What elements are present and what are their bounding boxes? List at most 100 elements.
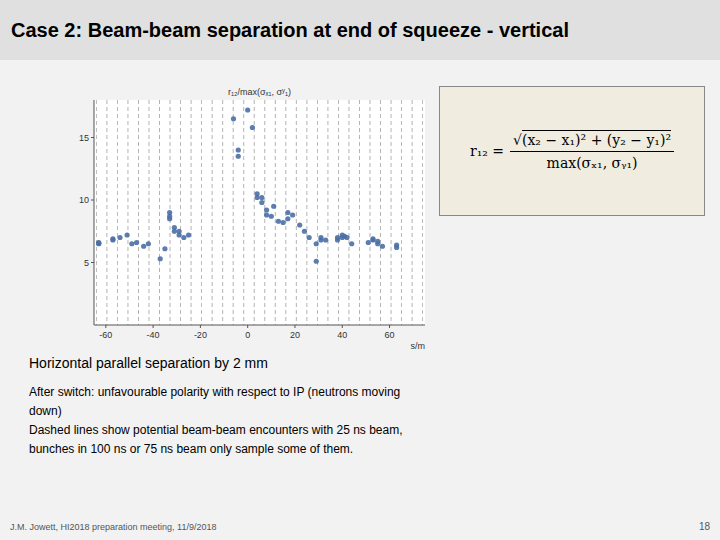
point (314, 241, 319, 246)
point (236, 154, 241, 159)
encounter-line (370, 100, 371, 325)
encounter-line (117, 100, 118, 325)
encounter-line (296, 100, 297, 325)
encounter-line (401, 100, 402, 325)
encounter-line (148, 100, 149, 325)
chart-svg: Case 2: Beam-beam separation at end of s… (0, 0, 720, 540)
point (297, 222, 302, 227)
point (231, 116, 236, 121)
point (285, 216, 290, 221)
encounter-line (222, 100, 223, 325)
point (259, 200, 264, 205)
annotation: After switch: unfavourable polarity with… (29, 385, 403, 456)
point (380, 244, 385, 249)
encounter-line (233, 100, 234, 325)
formula-fraction: √(x₂ − x₁)² + (y₂ − y₁)²max(σₓ₁, σᵧ₁) (510, 132, 674, 171)
x-tick-label: -40 (147, 330, 160, 340)
encounter-line (306, 100, 307, 325)
x-tick (294, 325, 295, 328)
x-axis-line (94, 325, 425, 326)
encounter-line (201, 100, 202, 325)
x-tick-label: 40 (337, 330, 347, 340)
title-bar (0, 0, 720, 60)
footer-right: 18 (699, 521, 711, 532)
x-tick-label: 20 (290, 330, 300, 340)
point (110, 236, 115, 241)
point (349, 241, 354, 246)
encounter-line (191, 100, 192, 325)
x-tick (153, 325, 154, 328)
y-tick (91, 137, 94, 138)
encounter-line (317, 100, 318, 325)
point (271, 204, 276, 209)
point (117, 235, 122, 240)
title: Case 2: Beam-beam separation at end of s… (11, 19, 569, 41)
point (172, 229, 177, 234)
point (370, 236, 375, 241)
annotation-line: Dashed lines show potential beam-beam en… (29, 423, 403, 437)
point (167, 216, 172, 221)
x-tick (389, 325, 390, 328)
point (177, 229, 182, 234)
formula-radicand: (x₂ − x₁)² + (y₂ − y₁)² (522, 130, 671, 148)
formula-numerator: √(x₂ − x₁)² + (y₂ − y₁)² (510, 132, 674, 152)
x-tick (105, 325, 106, 328)
y-axis-label: r₁₂/max(σₓ₁, σʸ₁) (228, 87, 291, 97)
point (167, 210, 172, 215)
y-tick-label: 5 (84, 258, 89, 268)
x-axis-label: s/m (411, 341, 426, 351)
plot-background (94, 100, 425, 325)
formula-box: r₁₂ =√(x₂ − x₁)² + (y₂ − y₁)²max(σₓ₁, σᵧ… (439, 86, 705, 216)
formula-radical: √ (513, 132, 522, 148)
point (281, 220, 286, 225)
encounter-line (243, 100, 244, 325)
point (366, 240, 371, 245)
point (276, 219, 281, 224)
point (290, 212, 295, 217)
plot-marks (96, 100, 423, 325)
encounter-line (96, 100, 97, 325)
page: {"chart_data": { "type": "scatter", "tit… (0, 0, 720, 540)
point (158, 256, 163, 261)
annotation-line: down) (29, 404, 62, 418)
y-tick-label: 15 (79, 133, 89, 143)
footer: J.M. Jowett, HI2018 preparation meeting,… (10, 522, 216, 532)
point (181, 235, 186, 240)
x-tick (247, 325, 248, 328)
encounter-line (422, 100, 423, 325)
y-tick (91, 262, 94, 263)
point (375, 239, 380, 244)
encounter-line (391, 100, 392, 325)
y-axis-line (94, 100, 95, 325)
point (344, 235, 349, 240)
encounter-line (359, 100, 360, 325)
point (245, 107, 250, 112)
x-tick-label: 0 (245, 330, 250, 340)
formula-denominator: max(σₓ₁, σᵧ₁) (544, 152, 641, 171)
point (269, 214, 274, 219)
point (129, 241, 134, 246)
encounter-line (127, 100, 128, 325)
point (96, 241, 101, 246)
y-tick (91, 200, 94, 201)
x-tick (200, 325, 201, 328)
point (264, 207, 269, 212)
point (314, 259, 319, 264)
point (96, 241, 101, 246)
x-tick-label: -60 (99, 330, 112, 340)
point (236, 147, 241, 152)
x-tick-label: 60 (385, 330, 395, 340)
formula-lhs: r₁₂ = (470, 143, 504, 159)
point (335, 237, 340, 242)
encounter-line (275, 100, 276, 325)
annotation-line: bunches in 100 ns or 75 ns beam only sam… (29, 442, 353, 456)
y-tick-label: 10 (79, 195, 89, 205)
point (264, 212, 269, 217)
point (255, 191, 260, 196)
point (285, 210, 290, 215)
encounter-line (138, 100, 139, 325)
point (186, 232, 191, 237)
point (259, 195, 264, 200)
annotation-line: After switch: unfavourable polarity with… (29, 385, 400, 399)
point (125, 232, 130, 237)
